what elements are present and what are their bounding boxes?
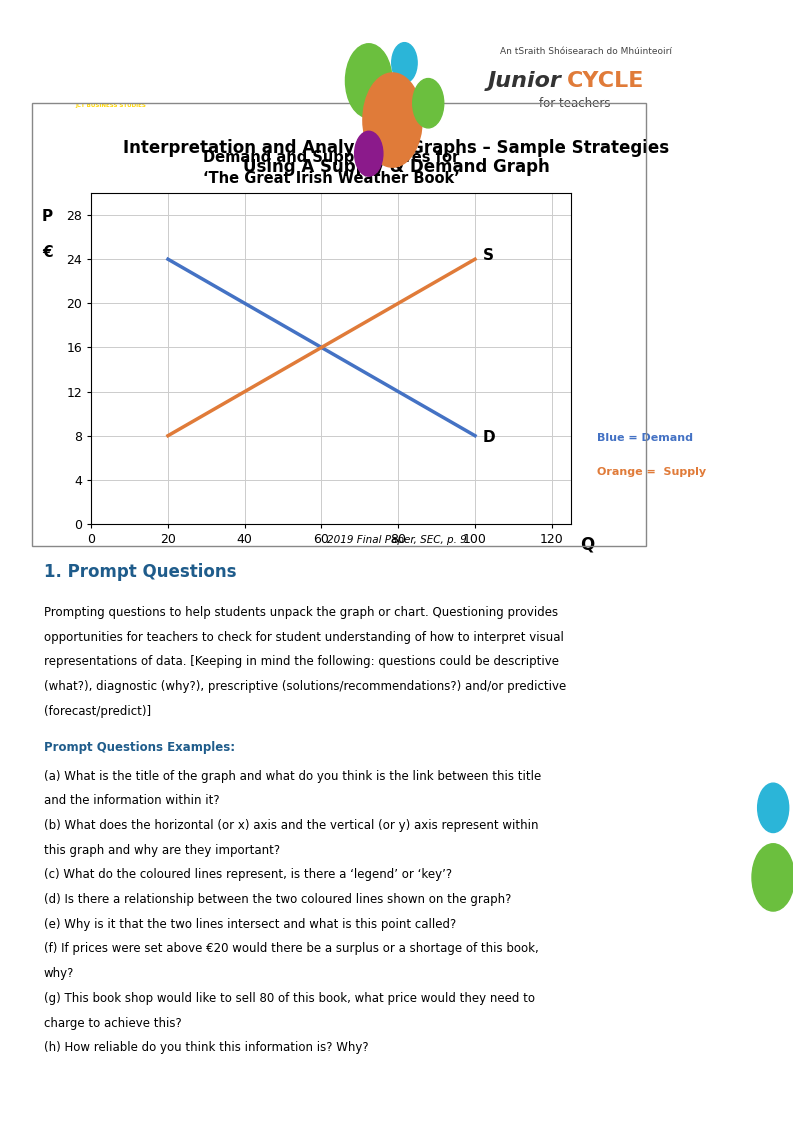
Text: (a) What is the title of the graph and what do you think is the link between thi: (a) What is the title of the graph and w…: [44, 770, 541, 783]
Text: (f) If prices were set above €20 would there be a surplus or a shortage of this : (f) If prices were set above €20 would t…: [44, 942, 538, 956]
Text: why?: why?: [44, 967, 74, 981]
Text: and the information within it?: and the information within it?: [44, 794, 219, 808]
Text: Blue = Demand: Blue = Demand: [596, 433, 693, 443]
Text: D: D: [483, 431, 496, 445]
Ellipse shape: [392, 43, 417, 83]
Text: JCT BUSINESS STUDIES: JCT BUSINESS STUDIES: [75, 103, 147, 109]
Text: for teachers: for teachers: [90, 80, 132, 85]
Text: 1. Prompt Questions: 1. Prompt Questions: [44, 563, 236, 581]
Ellipse shape: [752, 844, 793, 911]
Text: (e) Why is it that the two lines intersect and what is this point called?: (e) Why is it that the two lines interse…: [44, 918, 456, 931]
Text: representations of data. [Keeping in mind the following: questions could be desc: representations of data. [Keeping in min…: [44, 655, 558, 669]
Title: Demand and Supply Curves for
‘The Great Irish Weather Book’: Demand and Supply Curves for ‘The Great …: [203, 150, 459, 186]
Text: P: P: [42, 209, 53, 223]
Text: CYCLE: CYCLE: [567, 71, 645, 91]
Text: 2019 Final Paper, SEC, p. 9: 2019 Final Paper, SEC, p. 9: [327, 535, 466, 544]
Text: opportunities for teachers to check for student understanding of how to interpre: opportunities for teachers to check for …: [44, 631, 564, 644]
Text: JuniorCYCLE: JuniorCYCLE: [75, 57, 147, 67]
Text: (what?), diagnostic (why?), prescriptive (solutions/recommendations?) and/or pre: (what?), diagnostic (why?), prescriptive…: [44, 680, 566, 693]
Text: for teachers: for teachers: [539, 96, 611, 110]
Ellipse shape: [346, 44, 392, 118]
Text: An tSraith Shóisearach do Mhúinteoirí: An tSraith Shóisearach do Mhúinteoirí: [500, 47, 672, 56]
Text: (h) How reliable do you think this information is? Why?: (h) How reliable do you think this infor…: [44, 1041, 368, 1055]
Ellipse shape: [412, 79, 444, 128]
Text: Prompt Questions Examples:: Prompt Questions Examples:: [44, 741, 235, 754]
Text: Q: Q: [580, 535, 594, 553]
Text: Prompting questions to help students unpack the graph or chart. Questioning prov: Prompting questions to help students unp…: [44, 606, 557, 619]
Ellipse shape: [757, 783, 789, 833]
Text: (b) What does the horizontal (or x) axis and the vertical (or y) axis represent : (b) What does the horizontal (or x) axis…: [44, 819, 538, 833]
Text: Using A Supply & Demand Graph: Using A Supply & Demand Graph: [243, 158, 550, 176]
Text: (forecast/predict)]: (forecast/predict)]: [44, 705, 151, 718]
Text: (c) What do the coloured lines represent, is there a ‘legend’ or ‘key’?: (c) What do the coloured lines represent…: [44, 868, 452, 882]
Text: this graph and why are they important?: this graph and why are they important?: [44, 844, 280, 857]
Text: (g) This book shop would like to sell 80 of this book, what price would they nee: (g) This book shop would like to sell 80…: [44, 992, 534, 1005]
Text: Orange =  Supply: Orange = Supply: [596, 467, 706, 477]
Text: (d) Is there a relationship between the two coloured lines shown on the graph?: (d) Is there a relationship between the …: [44, 893, 511, 907]
Text: charge to achieve this?: charge to achieve this?: [44, 1017, 182, 1030]
Ellipse shape: [354, 131, 383, 176]
Text: €: €: [42, 245, 53, 260]
Text: Junior: Junior: [488, 71, 561, 91]
Text: Interpretation and Analysis of Graphs – Sample Strategies: Interpretation and Analysis of Graphs – …: [124, 139, 669, 157]
Ellipse shape: [363, 73, 422, 167]
Text: www.jct.ie: www.jct.ie: [649, 1094, 731, 1107]
Wedge shape: [0, 0, 571, 93]
Text: S: S: [483, 248, 494, 264]
